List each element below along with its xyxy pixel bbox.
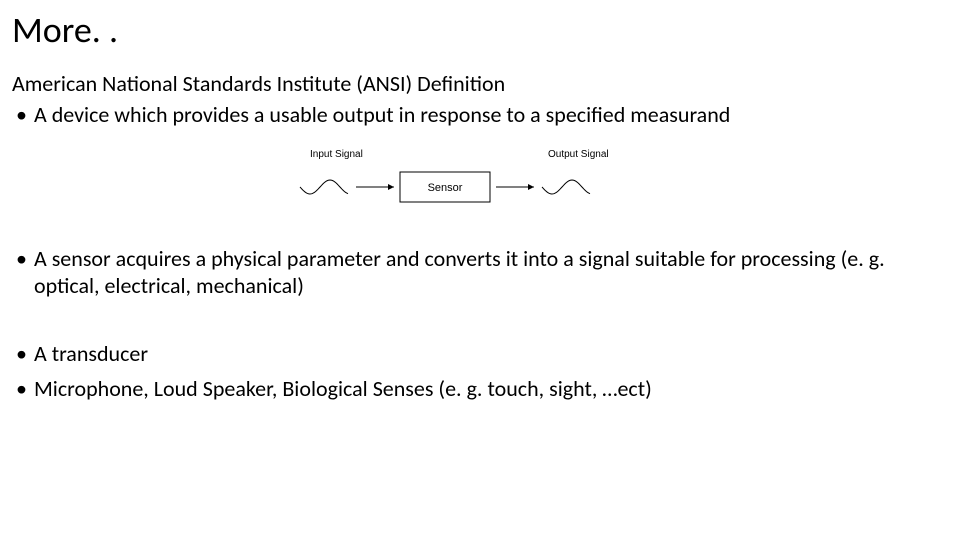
bullet-sensor-acquires: A sensor acquires a physical parameter a… <box>12 245 948 300</box>
slide-title: More. . <box>12 8 948 52</box>
sensor-box-label: Sensor <box>428 182 463 194</box>
bullet-definition: A device which provides a usable output … <box>12 101 948 129</box>
slide-root: More. . American National Standards Inst… <box>0 0 960 540</box>
bullet-transducer: A transducer <box>12 340 948 368</box>
sensor-block-diagram: Input Signal Output Signal Sensor <box>290 143 670 215</box>
input-signal-label: Input Signal <box>310 149 363 160</box>
bullet-list-2: A sensor acquires a physical parameter a… <box>12 245 948 300</box>
output-sine-icon <box>542 180 590 194</box>
bullet-list-1: A device which provides a usable output … <box>12 101 948 129</box>
sensor-diagram-wrap: Input Signal Output Signal Sensor <box>12 143 948 215</box>
input-sine-icon <box>300 180 348 194</box>
subheading: American National Standards Institute (A… <box>12 70 948 97</box>
bullet-examples: Microphone, Loud Speaker, Biological Sen… <box>12 375 948 403</box>
spacer <box>12 308 948 338</box>
bullet-list-3: A transducer Microphone, Loud Speaker, B… <box>12 340 948 403</box>
output-signal-label: Output Signal <box>548 149 609 160</box>
